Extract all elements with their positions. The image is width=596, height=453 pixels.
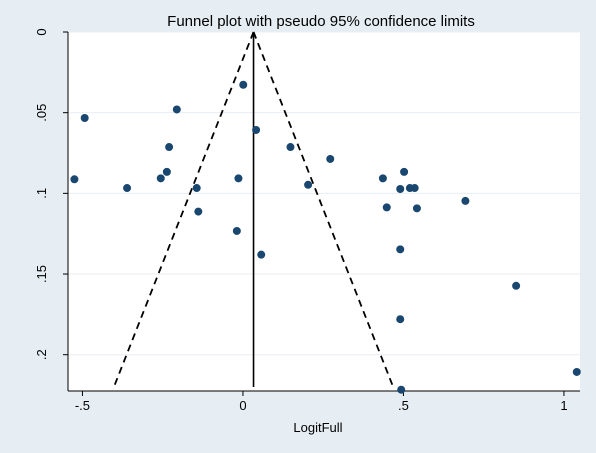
data-point: [232, 226, 241, 235]
data-point: [252, 125, 261, 134]
y-tick-label: 0: [34, 28, 49, 35]
y-tick-label: .15: [34, 265, 49, 283]
data-point: [410, 184, 419, 193]
x-tick-label: 0: [239, 398, 246, 413]
y-tick-label: .2: [34, 349, 49, 360]
data-point: [239, 80, 248, 89]
x-tick-label: .5: [398, 398, 409, 413]
lower-confidence-limit-line: [113, 31, 255, 388]
data-point: [396, 184, 405, 193]
y-tick-label: .1: [34, 188, 49, 199]
data-point: [165, 143, 174, 152]
funnel-lines: [113, 31, 395, 388]
data-point: [156, 174, 165, 183]
data-point: [286, 143, 295, 152]
data-point: [461, 196, 470, 205]
data-points: [70, 80, 581, 394]
upper-confidence-limit-line: [252, 31, 395, 388]
data-point: [162, 167, 171, 176]
data-point: [572, 367, 581, 376]
data-point: [304, 180, 313, 189]
data-point: [172, 105, 181, 114]
y-tick-label: .05: [34, 104, 49, 122]
data-point: [194, 207, 203, 216]
data-point: [512, 281, 521, 290]
data-point: [257, 250, 266, 259]
data-point: [70, 175, 79, 184]
x-tick-label: 1: [560, 398, 567, 413]
data-point: [397, 385, 406, 394]
data-point: [396, 315, 405, 324]
data-point: [396, 245, 405, 254]
data-point: [234, 174, 243, 183]
x-axis-label: LogitFull: [293, 420, 342, 435]
data-point: [412, 204, 421, 213]
gridlines: [68, 31, 580, 356]
data-point: [192, 184, 201, 193]
x-tick-label: -.5: [75, 398, 90, 413]
data-point: [400, 167, 409, 176]
data-point: [123, 184, 132, 193]
chart-title: Funnel plot with pseudo 95% confidence l…: [167, 13, 475, 30]
axes: 0 .05 .1 .15 .2 -.5 0 .5 1: [34, 28, 580, 413]
data-point: [326, 154, 335, 163]
data-point: [382, 203, 391, 212]
data-point: [378, 174, 387, 183]
data-point: [80, 113, 89, 122]
